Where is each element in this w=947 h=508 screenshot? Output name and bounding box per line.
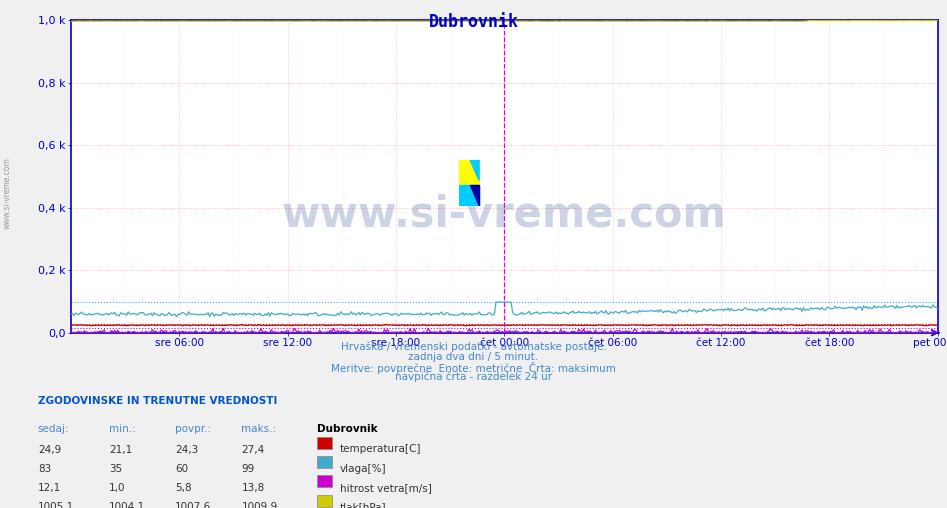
Text: 5,8: 5,8 [175, 483, 192, 493]
Polygon shape [470, 160, 479, 181]
Text: maks.:: maks.: [241, 424, 277, 434]
Text: sedaj:: sedaj: [38, 424, 69, 434]
Text: navpična črta - razdelek 24 ur: navpična črta - razdelek 24 ur [395, 372, 552, 383]
Text: 21,1: 21,1 [109, 444, 133, 455]
Polygon shape [459, 185, 479, 206]
Text: tlak[hPa]: tlak[hPa] [340, 502, 386, 508]
Text: min.:: min.: [109, 424, 135, 434]
Text: 24,3: 24,3 [175, 444, 199, 455]
Text: 1009,9: 1009,9 [241, 502, 277, 508]
Text: vlaga[%]: vlaga[%] [340, 464, 386, 474]
Text: 13,8: 13,8 [241, 483, 265, 493]
Text: 35: 35 [109, 464, 122, 474]
Text: Dubrovnik: Dubrovnik [317, 424, 378, 434]
Text: ZGODOVINSKE IN TRENUTNE VREDNOSTI: ZGODOVINSKE IN TRENUTNE VREDNOSTI [38, 396, 277, 406]
Text: 27,4: 27,4 [241, 444, 265, 455]
Text: Dubrovnik: Dubrovnik [428, 13, 519, 30]
Text: 60: 60 [175, 464, 188, 474]
Text: 24,9: 24,9 [38, 444, 62, 455]
Polygon shape [470, 185, 479, 206]
Text: 1,0: 1,0 [109, 483, 125, 493]
Text: 83: 83 [38, 464, 51, 474]
Text: 12,1: 12,1 [38, 483, 62, 493]
Text: Meritve: povprečne  Enote: metrične  Črta: maksimum: Meritve: povprečne Enote: metrične Črta:… [331, 362, 616, 374]
Text: Hrvaška / vremenski podatki - avtomatske postaje.: Hrvaška / vremenski podatki - avtomatske… [341, 341, 606, 352]
Text: zadnja dva dni / 5 minut.: zadnja dva dni / 5 minut. [408, 352, 539, 362]
Text: www.si-vreme.com: www.si-vreme.com [3, 157, 12, 229]
Text: 1004,1: 1004,1 [109, 502, 145, 508]
Text: 1005,1: 1005,1 [38, 502, 74, 508]
Text: 1007,6: 1007,6 [175, 502, 211, 508]
Polygon shape [459, 160, 479, 185]
Text: povpr.:: povpr.: [175, 424, 211, 434]
Text: hitrost vetra[m/s]: hitrost vetra[m/s] [340, 483, 432, 493]
Text: 99: 99 [241, 464, 255, 474]
Text: temperatura[C]: temperatura[C] [340, 444, 421, 455]
Text: www.si-vreme.com: www.si-vreme.com [282, 193, 726, 235]
